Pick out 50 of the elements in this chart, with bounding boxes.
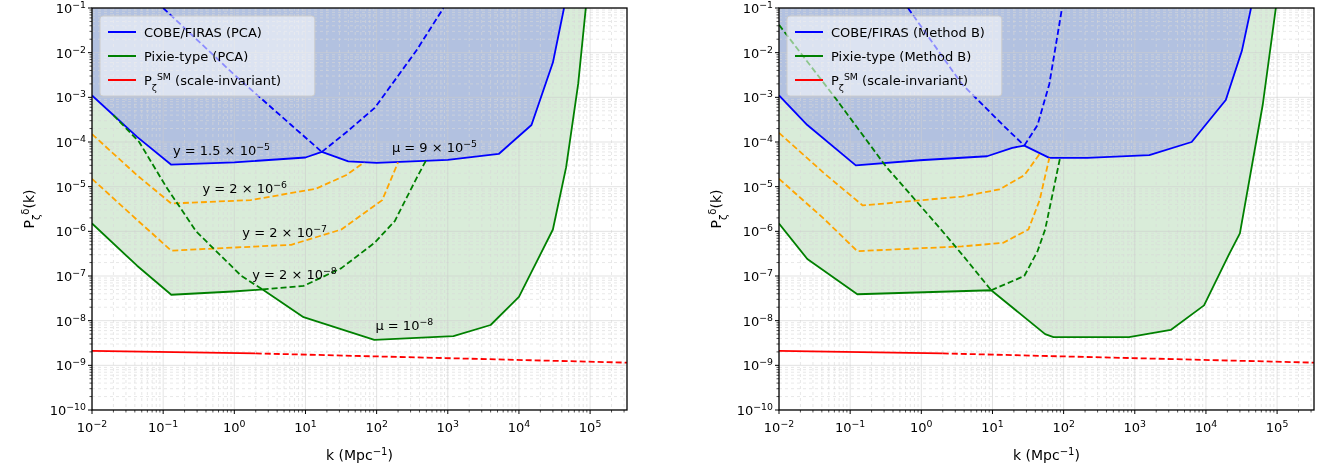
y-tick-label: 10$^{−10}$ bbox=[49, 400, 87, 418]
legend-label: COBE/FIRAS (PCA) bbox=[144, 25, 262, 40]
legend-label: P$_{ζ}$$^{SM}$ (scale-invariant) bbox=[144, 70, 282, 93]
legend-label: Pixie-type (PCA) bbox=[144, 49, 249, 64]
x-tick-label: 10$^{2}$ bbox=[1052, 417, 1075, 435]
legend-label: COBE/FIRAS (Method B) bbox=[831, 25, 985, 40]
x-tick-label: 10$^{1}$ bbox=[981, 417, 1004, 435]
annotation: μ = 9 × 10$^{−5}$ bbox=[391, 137, 478, 156]
legend-label: Pixie-type (Method B) bbox=[831, 49, 972, 64]
x-tick-label: 10$^{5}$ bbox=[1265, 417, 1289, 435]
y-tick-label: 10$^{−9}$ bbox=[742, 355, 774, 374]
x-axis-title: k (Mpc$^{−1}$) bbox=[325, 445, 394, 463]
y-tick-label: 10$^{−9}$ bbox=[55, 355, 87, 374]
x-tick-label: 10$^{−1}$ bbox=[147, 417, 179, 435]
y-tick-label: 10$^{−7}$ bbox=[742, 266, 774, 284]
x-tick-label: 10$^{−2}$ bbox=[76, 417, 108, 435]
x-tick-label: 10$^{5}$ bbox=[578, 417, 602, 435]
y-tick-label: 10$^{−6}$ bbox=[55, 221, 87, 240]
y-tick-label: 10$^{−5}$ bbox=[742, 177, 774, 195]
y-tick-label: 10$^{−5}$ bbox=[55, 177, 87, 195]
x-tick-label: 10$^{0}$ bbox=[910, 417, 933, 435]
y-tick-label: 10$^{−6}$ bbox=[742, 221, 774, 240]
y-tick-label: 10$^{−10}$ bbox=[736, 400, 774, 418]
annotation: μ = 10$^{−8}$ bbox=[375, 315, 434, 334]
y-tick-label: 10$^{−1}$ bbox=[55, 0, 87, 16]
x-tick-label: 10$^{4}$ bbox=[1194, 417, 1218, 435]
y-tick-label: 10$^{−2}$ bbox=[55, 43, 87, 61]
y-tick-label: 10$^{−4}$ bbox=[55, 132, 87, 150]
annotation: y = 2 × 10$^{−6}$ bbox=[202, 178, 288, 196]
y-tick-label: 10$^{−7}$ bbox=[55, 266, 87, 284]
x-tick-label: 10$^{3}$ bbox=[1123, 417, 1147, 435]
y-tick-label: 10$^{−2}$ bbox=[742, 43, 774, 61]
y-tick-label: 10$^{−1}$ bbox=[742, 0, 774, 16]
y-tick-label: 10$^{−3}$ bbox=[55, 87, 87, 106]
y-tick-label: 10$^{−3}$ bbox=[742, 87, 774, 106]
x-tick-label: 10$^{3}$ bbox=[436, 417, 460, 435]
y-tick-label: 10$^{−8}$ bbox=[742, 311, 774, 329]
x-tick-label: 10$^{2}$ bbox=[365, 417, 388, 435]
annotation: y = 2 × 10$^{−7}$ bbox=[242, 222, 328, 241]
x-tick-label: 10$^{1}$ bbox=[294, 417, 317, 435]
x-axis-title: k (Mpc$^{−1}$) bbox=[1012, 445, 1081, 463]
annotation: y = 1.5 × 10$^{−5}$ bbox=[172, 140, 271, 158]
x-tick-label: 10$^{4}$ bbox=[507, 417, 531, 435]
x-tick-label: 10$^{0}$ bbox=[223, 417, 246, 435]
x-tick-label: 10$^{−2}$ bbox=[763, 417, 795, 435]
y-tick-label: 10$^{−8}$ bbox=[55, 311, 87, 329]
x-tick-label: 10$^{−1}$ bbox=[834, 417, 866, 435]
legend-label: P$_{ζ}$$^{SM}$ (scale-invariant) bbox=[831, 70, 969, 93]
y-tick-label: 10$^{−4}$ bbox=[742, 132, 774, 150]
annotation: y = 2 × 10$^{−8}$ bbox=[252, 264, 337, 282]
